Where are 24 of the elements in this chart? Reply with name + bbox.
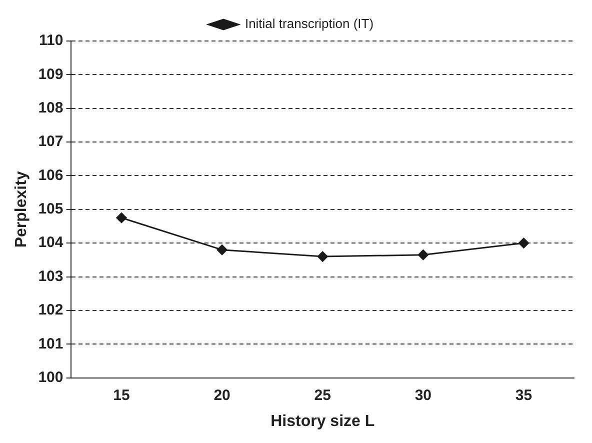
x-tick-label: 30 [414, 386, 432, 404]
y-tick-label: 101 [38, 335, 64, 352]
point [518, 238, 529, 248]
y-tick-label: 103 [38, 268, 64, 285]
legend-label: Initial transcription (IT) [244, 16, 374, 32]
y-tick-label: 104 [38, 234, 64, 252]
x-tick-label: 35 [515, 386, 532, 404]
point [317, 251, 328, 262]
point [116, 212, 127, 224]
y-tick-label: 105 [38, 200, 64, 218]
x-tick-label: 20 [214, 386, 230, 404]
y-tick-label: 107 [38, 133, 64, 150]
x-tick-label: 15 [113, 386, 130, 404]
y-tick-label: 110 [39, 32, 64, 50]
y-tick-label: 106 [38, 166, 64, 184]
y-axis-title: Perplexity [13, 171, 30, 248]
y-tick-label: 109 [38, 66, 64, 83]
x-axis-title: History size L [270, 412, 375, 430]
point [216, 244, 228, 256]
y-tick-label: 108 [38, 100, 64, 116]
point [418, 250, 428, 260]
y-tick-label: 100 [38, 368, 64, 386]
x-tick-label: 25 [314, 386, 331, 404]
y-tick-label: 102 [38, 302, 64, 319]
